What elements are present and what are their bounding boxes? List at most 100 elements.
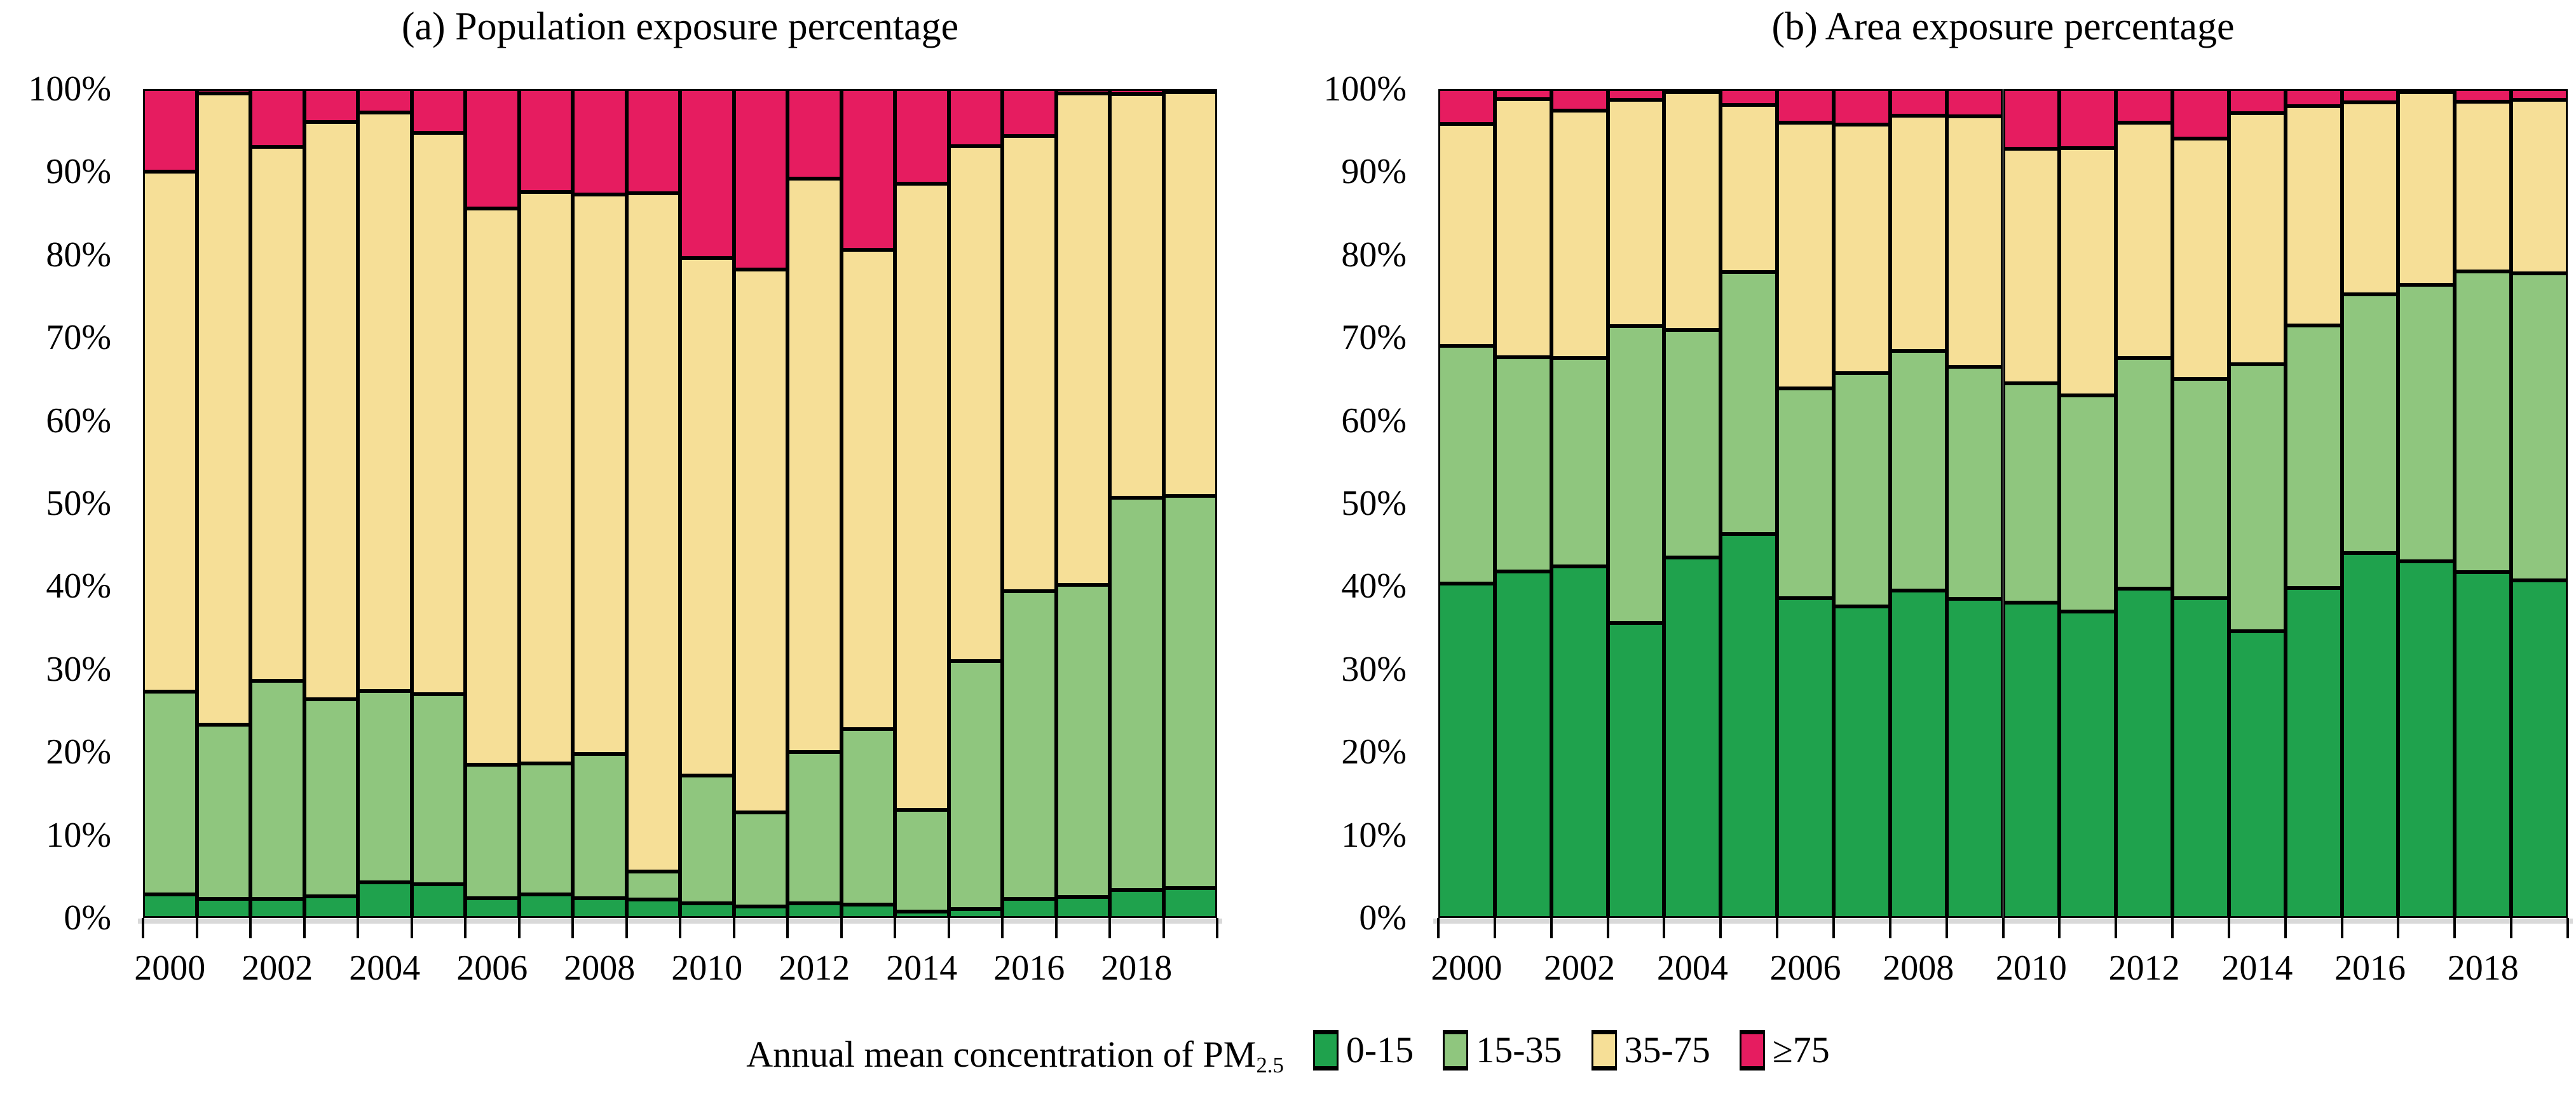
segment-35-75-2014 [895, 183, 949, 811]
segment-ge75-2003 [1607, 89, 1665, 100]
bar-2010 [2003, 89, 2060, 918]
segment-35-75-2013 [2172, 139, 2229, 380]
segment-15-35-2002 [250, 681, 304, 900]
x-axis-tick-label: 2010 [1995, 948, 2067, 988]
bar-2001 [1494, 89, 1551, 918]
y-axis-tick-label: 50% [46, 484, 111, 523]
bar-2009 [1946, 88, 2003, 918]
segment-15-35-2001 [1494, 357, 1551, 571]
x-axis-tick-label: 2004 [349, 948, 421, 988]
segment-15-35-2012 [787, 752, 842, 903]
segment-ge75-2009 [1946, 88, 2003, 117]
segment-35-75-2011 [733, 270, 787, 813]
segment-ge75-2012 [2116, 89, 2173, 123]
segment-0-15-2019 [2511, 580, 2568, 918]
segment-ge75-2018 [2455, 89, 2512, 102]
x-axis-tick [1108, 918, 1111, 938]
y-axis-tick-label: 90% [1341, 152, 1407, 192]
segment-ge75-2010 [2003, 89, 2060, 149]
segment-ge75-2006 [1777, 89, 1834, 123]
y-axis-tick-label: 40% [1341, 566, 1407, 606]
segment-ge75-2014 [895, 88, 949, 184]
segment-15-35-2013 [841, 729, 895, 905]
x-axis-tick [2284, 918, 2287, 938]
segment-35-75-2011 [2059, 147, 2116, 396]
segment-35-75-2002 [250, 147, 304, 681]
segment-15-35-2019 [1163, 496, 1217, 889]
segment-35-75-2018 [1110, 93, 1164, 498]
segment-ge75-2016 [2341, 89, 2399, 102]
bar-2011 [2059, 89, 2116, 918]
bar-2013 [841, 89, 895, 918]
x-axis-tick [2510, 918, 2513, 938]
y-axis-tick-label: 0% [1359, 898, 1407, 938]
segment-15-35-2000 [143, 692, 197, 895]
x-axis-tick [2058, 918, 2061, 938]
segment-ge75-2000 [143, 88, 197, 172]
segment-ge75-2013 [2172, 89, 2229, 139]
bar-2013 [2172, 89, 2229, 918]
segment-35-75-2005 [411, 133, 465, 694]
x-axis-tick [1719, 918, 1722, 938]
segment-35-75-2018 [2455, 101, 2512, 271]
segment-35-75-2003 [1607, 99, 1665, 326]
segment-35-75-2009 [626, 193, 680, 872]
segment-0-15-2015 [2285, 588, 2342, 918]
segment-15-35-2017 [1056, 584, 1110, 898]
segment-15-35-2010 [680, 775, 734, 903]
segment-0-15-2002 [1551, 566, 1608, 918]
x-axis-tick [357, 918, 359, 938]
bar-2019 [2511, 89, 2568, 918]
segment-0-15-2016 [2341, 553, 2399, 918]
segment-ge75-2008 [1890, 88, 1947, 116]
segment-0-15-2014 [895, 911, 949, 918]
segment-0-15-2012 [2116, 589, 2173, 918]
bar-2008 [1890, 88, 1947, 918]
bar-2011 [733, 89, 787, 918]
y-axis-tick-label: 60% [46, 400, 111, 441]
segment-15-35-2008 [1890, 351, 1947, 591]
segment-35-75-2001 [196, 93, 250, 725]
legend-item-label: ≥75 [1772, 1029, 1830, 1071]
bar-2015 [948, 89, 1002, 918]
x-axis-tick-label: 2016 [993, 948, 1065, 988]
x-axis-tick-label: 2014 [886, 948, 958, 988]
segment-15-35-2007 [519, 763, 573, 895]
y-axis-tick-label: 90% [46, 152, 111, 192]
x-axis-tick [464, 918, 467, 938]
segment-0-15-2001 [1494, 571, 1551, 918]
bar-2006 [1777, 89, 1834, 918]
x-axis-tick [249, 918, 252, 938]
legend-title: Annual mean concentration of PM2.5 [746, 1033, 1284, 1078]
legend: Annual mean concentration of PM2.5 0-15 1… [0, 1016, 2576, 1092]
segment-ge75-2013 [841, 89, 895, 250]
y-axis-tick-label: 60% [1341, 400, 1407, 441]
legend-item-ge75: ≥75 [1739, 1029, 1830, 1071]
segment-0-15-2010 [680, 903, 734, 918]
segment-0-15-2017 [2398, 561, 2455, 918]
x-axis-tick [303, 918, 306, 938]
segment-15-35-2011 [733, 812, 787, 906]
x-axis-tick-label: 2014 [2221, 948, 2293, 988]
x-axis-tick [1776, 918, 1779, 938]
x-axis-tick [679, 918, 681, 938]
bar-2000 [143, 88, 197, 918]
segment-0-15-2000 [1438, 584, 1495, 918]
segment-ge75-2005 [1721, 89, 1778, 105]
legend-item-15-35: 15-35 [1443, 1029, 1562, 1071]
segment-0-15-2017 [1056, 897, 1110, 918]
segment-35-75-2010 [680, 258, 734, 776]
y-axis-tick-label: 0% [64, 898, 111, 938]
legend-item-label: 15-35 [1476, 1029, 1562, 1071]
segment-15-35-2009 [1946, 366, 2003, 599]
x-axis-tick [786, 918, 789, 938]
x-axis-tick [2227, 918, 2230, 938]
segment-ge75-2016 [1002, 89, 1056, 137]
segment-35-75-2006 [1777, 123, 1834, 388]
x-axis-tick-label: 2008 [1883, 948, 1954, 988]
segment-ge75-2004 [1664, 89, 1721, 93]
y-axis-tick-label: 80% [46, 235, 111, 275]
x-axis-tick [1945, 918, 1948, 938]
segment-0-15-2004 [358, 882, 412, 918]
